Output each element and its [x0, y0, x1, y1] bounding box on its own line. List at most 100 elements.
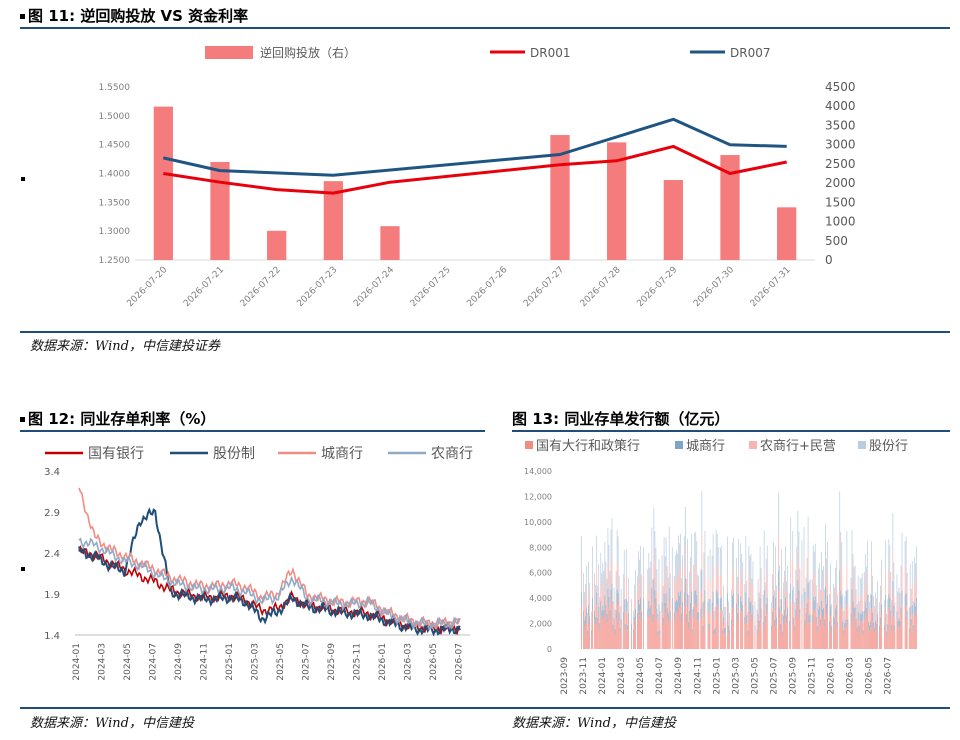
issuance-bar — [752, 561, 754, 586]
issuance-bar — [692, 608, 694, 621]
issuance-bar — [839, 589, 841, 649]
issuance-bar — [905, 568, 907, 593]
issuance-bar — [797, 596, 799, 649]
issuance-bar — [763, 604, 765, 649]
issuance-bar — [869, 615, 870, 626]
repo-bar — [607, 142, 627, 260]
issuance-bar — [671, 575, 673, 598]
issuance-bar — [728, 631, 729, 649]
issuance-bar — [774, 590, 775, 607]
issuance-bar — [619, 627, 621, 633]
issuance-bar — [871, 595, 872, 608]
issuance-bar — [789, 608, 791, 622]
issuance-bar — [764, 601, 766, 616]
issuance-bar — [819, 606, 821, 620]
issuance-bar — [837, 628, 839, 649]
issuance-bar — [797, 510, 799, 550]
issuance-bar — [876, 598, 877, 613]
issuance-bar — [866, 540, 868, 571]
issuance-bar — [637, 576, 638, 597]
issuance-bar — [890, 572, 892, 594]
issuance-bar — [601, 594, 603, 612]
issuance-bar — [652, 622, 654, 649]
issuance-bar — [759, 575, 761, 598]
issuance-bar — [708, 629, 710, 649]
issuance-bar — [892, 597, 894, 649]
issuance-bar — [714, 618, 716, 628]
issuance-bar — [678, 567, 679, 593]
issuance-bar — [626, 601, 628, 615]
issuance-bar — [886, 623, 888, 632]
issuance-bar — [771, 620, 773, 649]
issuance-bar — [881, 584, 882, 605]
issuance-bar — [615, 593, 617, 611]
issuance-bar — [746, 623, 748, 649]
issuance-bar — [748, 609, 750, 649]
issuance-bar — [603, 609, 605, 620]
issuance-bar — [912, 625, 914, 631]
issuance-bar — [689, 619, 690, 649]
issuance-bar — [749, 556, 751, 583]
issuance-bar — [722, 585, 724, 603]
issuance-bar — [623, 550, 625, 578]
issuance-bar — [602, 616, 604, 649]
issuance-bar — [613, 618, 615, 626]
issuance-bar — [812, 574, 814, 598]
issuance-bar — [661, 613, 663, 649]
issuance-bar — [713, 634, 715, 649]
issuance-bar — [673, 576, 675, 597]
issuance-bar — [804, 627, 806, 649]
issuance-bar — [715, 589, 717, 604]
issuance-bar — [824, 589, 825, 607]
issuance-bar — [638, 600, 639, 612]
issuance-bar — [715, 563, 717, 590]
issuance-bar — [727, 592, 728, 607]
y-right-tick: 2000 — [825, 176, 856, 190]
issuance-bar — [867, 621, 869, 629]
issuance-bar — [622, 620, 624, 649]
issuance-bar — [614, 620, 616, 630]
issuance-bar — [854, 589, 856, 608]
issuance-bar — [603, 592, 605, 610]
issuance-bar — [655, 598, 657, 611]
issuance-bar — [583, 620, 584, 649]
issuance-bar — [748, 597, 750, 610]
issuance-bar — [744, 602, 746, 617]
issuance-bar — [682, 555, 683, 582]
issuance-bar — [799, 618, 801, 649]
issuance-bar — [843, 621, 845, 630]
issuance-bar — [893, 605, 895, 617]
issuance-bar — [631, 599, 632, 614]
issuance-bar — [870, 609, 871, 622]
issuance-bar — [597, 603, 599, 618]
issuance-bar — [851, 530, 853, 564]
y-right-tick: 500 — [825, 234, 848, 248]
x-tick: 2026-07-22 — [239, 265, 283, 309]
issuance-bar — [725, 627, 726, 633]
issuance-bar — [675, 550, 677, 579]
issuance-bar — [693, 588, 695, 607]
issuance-bar — [598, 564, 600, 589]
issuance-bar — [876, 623, 877, 630]
issuance-bar — [721, 629, 723, 635]
issuance-bar — [666, 607, 668, 618]
issuance-bar — [609, 619, 611, 649]
issuance-bar — [867, 609, 869, 622]
issuance-bar — [625, 577, 627, 599]
issuance-bar — [679, 543, 680, 573]
y-right-tick: 4500 — [825, 80, 856, 94]
issuance-bar — [843, 634, 845, 649]
issuance-bar — [823, 617, 824, 649]
issuance-bar — [889, 597, 891, 610]
issuance-bar — [698, 575, 700, 597]
issuance-bar — [696, 571, 698, 595]
issuance-bar — [888, 594, 890, 608]
issuance-bar — [585, 583, 586, 603]
issuance-bar — [625, 611, 627, 649]
issuance-bar — [653, 578, 655, 596]
issuance-bar — [864, 553, 866, 581]
issuance-bar — [736, 614, 737, 649]
issuance-bar — [890, 593, 892, 611]
y-right-tick: 3500 — [825, 118, 856, 132]
issuance-bar — [732, 542, 733, 573]
